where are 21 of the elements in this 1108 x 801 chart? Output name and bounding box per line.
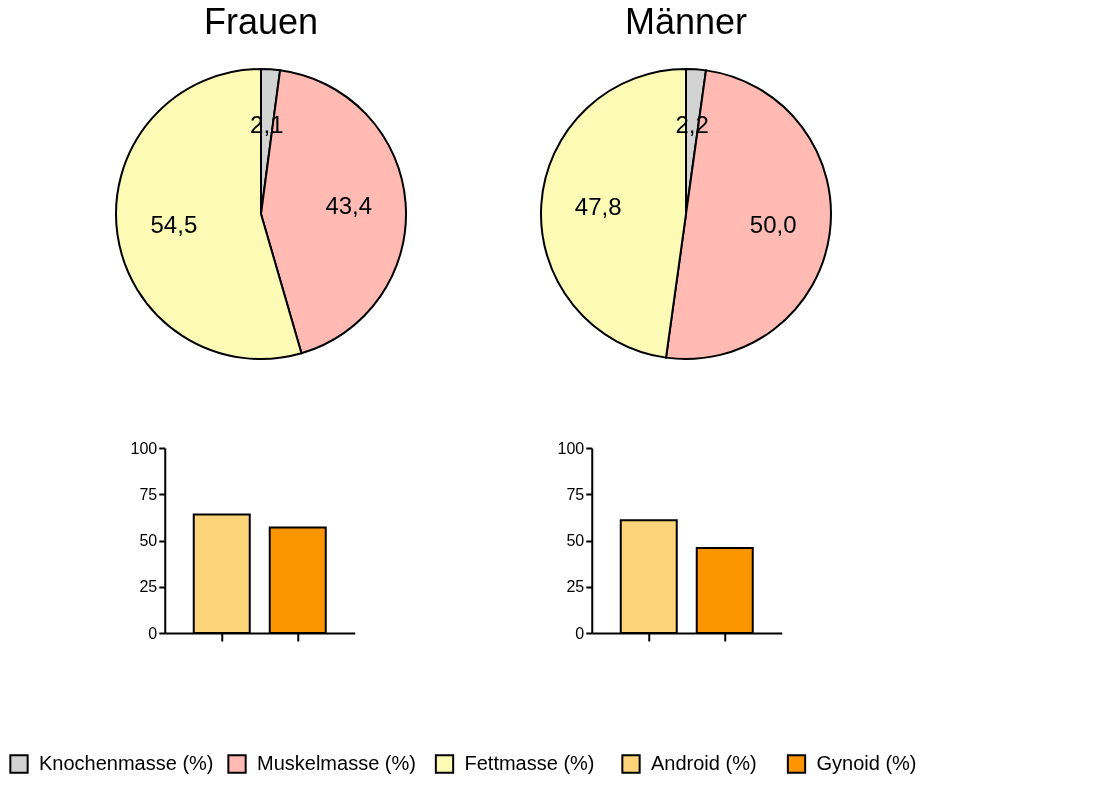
y-tick-label: 0	[575, 624, 585, 642]
data-label: 54,5	[150, 211, 198, 239]
legend-label: Android (%)	[651, 752, 757, 774]
data-label: 47,8	[574, 192, 622, 220]
y-tick-label: 0	[148, 624, 158, 642]
legend-label: Knochenmasse (%)	[39, 752, 214, 774]
y-tick-label: 100	[130, 439, 158, 457]
y-tick-label: 75	[139, 485, 158, 503]
y-tick-label: 25	[566, 578, 585, 596]
y-tick-label: 75	[566, 485, 585, 503]
y-tick-label: 25	[139, 578, 158, 596]
chart-title: Frauen	[203, 1, 319, 42]
data-label: 43,4	[325, 192, 373, 220]
legend-label: Gynoid (%)	[816, 752, 917, 774]
chart-title: Männer	[624, 1, 748, 42]
legend-label: Muskelmasse (%)	[257, 752, 416, 774]
y-tick-label: 100	[557, 439, 585, 457]
y-tick-label: 50	[566, 532, 585, 549]
data-label: 50,0	[749, 211, 797, 239]
y-tick-label: 50	[139, 532, 158, 549]
legend-label: Fettmasse (%)	[464, 752, 595, 774]
